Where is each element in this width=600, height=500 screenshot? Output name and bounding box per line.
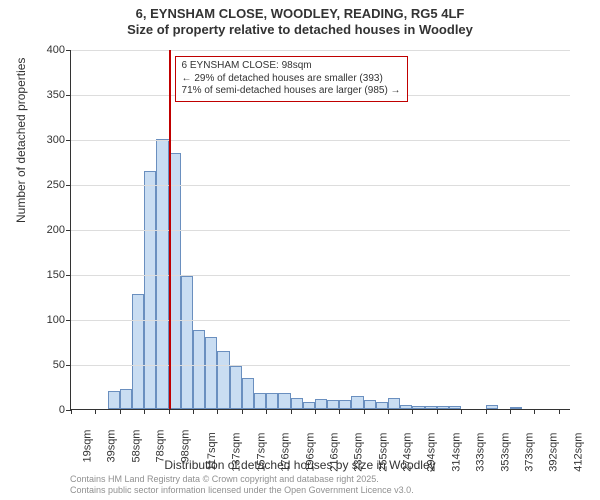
histogram-bar (376, 402, 388, 409)
x-tick-mark (559, 409, 560, 414)
footer-line-1: Contains HM Land Registry data © Crown c… (70, 474, 414, 485)
y-tick-label: 300 (47, 134, 71, 146)
annotation-box: 6 EYNSHAM CLOSE: 98sqm← 29% of detached … (175, 56, 408, 102)
y-tick-label: 0 (59, 404, 71, 416)
histogram-bar (205, 337, 217, 409)
x-tick-mark (144, 409, 145, 414)
title-line-2: Size of property relative to detached ho… (0, 22, 600, 38)
plot-area: 05010015020025030035040019sqm39sqm58sqm7… (70, 50, 570, 410)
histogram-bar (242, 378, 254, 410)
histogram-bar (278, 393, 290, 409)
annotation-line-1: 6 EYNSHAM CLOSE: 98sqm (182, 60, 401, 73)
histogram-bar (108, 391, 120, 409)
chart-container: 6, EYNSHAM CLOSE, WOODLEY, READING, RG5 … (0, 0, 600, 500)
histogram-bar (132, 294, 144, 409)
histogram-bar (291, 398, 303, 409)
x-tick-mark (193, 409, 194, 414)
gridline-h (71, 50, 570, 51)
histogram-bar (315, 399, 327, 409)
histogram-bar (327, 400, 339, 409)
y-tick-label: 150 (47, 269, 71, 281)
histogram-bar (266, 393, 278, 409)
title-line-1: 6, EYNSHAM CLOSE, WOODLEY, READING, RG5 … (0, 6, 600, 22)
histogram-bar (364, 400, 376, 409)
histogram-bar (181, 276, 193, 409)
x-tick-mark (71, 409, 72, 414)
x-tick-mark (120, 409, 121, 414)
x-tick-mark (217, 409, 218, 414)
histogram-bar (193, 330, 205, 409)
gridline-h (71, 275, 570, 276)
x-tick-mark (291, 409, 292, 414)
histogram-bar (486, 405, 498, 409)
x-tick-mark (169, 409, 170, 414)
y-tick-label: 50 (53, 359, 71, 371)
x-tick-mark (534, 409, 535, 414)
title-block: 6, EYNSHAM CLOSE, WOODLEY, READING, RG5 … (0, 0, 600, 39)
y-tick-label: 200 (47, 224, 71, 236)
x-tick-mark (266, 409, 267, 414)
x-tick-mark (242, 409, 243, 414)
y-tick-label: 400 (47, 44, 71, 56)
histogram-bar (254, 393, 266, 409)
histogram-bar (156, 139, 168, 409)
gridline-h (71, 320, 570, 321)
x-tick-mark (315, 409, 316, 414)
histogram-bar (303, 402, 315, 409)
gridline-h (71, 140, 570, 141)
y-axis-label: Number of detached properties (14, 58, 28, 223)
histogram-bar (144, 171, 156, 410)
gridline-h (71, 365, 570, 366)
histogram-bar (437, 406, 449, 409)
histogram-bar (230, 366, 242, 409)
footer-line-2: Contains public sector information licen… (70, 485, 414, 496)
x-tick-mark (510, 409, 511, 414)
gridline-h (71, 185, 570, 186)
histogram-bar (217, 351, 229, 410)
annotation-line-2: ← 29% of detached houses are smaller (39… (182, 73, 401, 86)
x-tick-mark (437, 409, 438, 414)
x-tick-mark (388, 409, 389, 414)
histogram-bar (510, 407, 522, 409)
x-tick-mark (339, 409, 340, 414)
footer-attribution: Contains HM Land Registry data © Crown c… (70, 474, 414, 496)
histogram-bar (388, 398, 400, 409)
histogram-bar (400, 405, 412, 409)
gridline-h (71, 230, 570, 231)
x-tick-mark (412, 409, 413, 414)
histogram-bar (425, 406, 437, 409)
histogram-bar (120, 389, 132, 409)
reference-line (169, 50, 171, 409)
histogram-bar (412, 406, 424, 409)
histogram-bar (351, 396, 363, 410)
histogram-bar (339, 400, 351, 409)
histogram-bar (449, 406, 461, 409)
x-axis-label: Distribution of detached houses by size … (0, 458, 600, 472)
x-tick-mark (486, 409, 487, 414)
y-tick-label: 100 (47, 314, 71, 326)
annotation-line-3: 71% of semi-detached houses are larger (… (182, 85, 401, 98)
x-tick-mark (364, 409, 365, 414)
x-tick-mark (461, 409, 462, 414)
x-tick-mark (95, 409, 96, 414)
y-tick-label: 250 (47, 179, 71, 191)
y-tick-label: 350 (47, 89, 71, 101)
